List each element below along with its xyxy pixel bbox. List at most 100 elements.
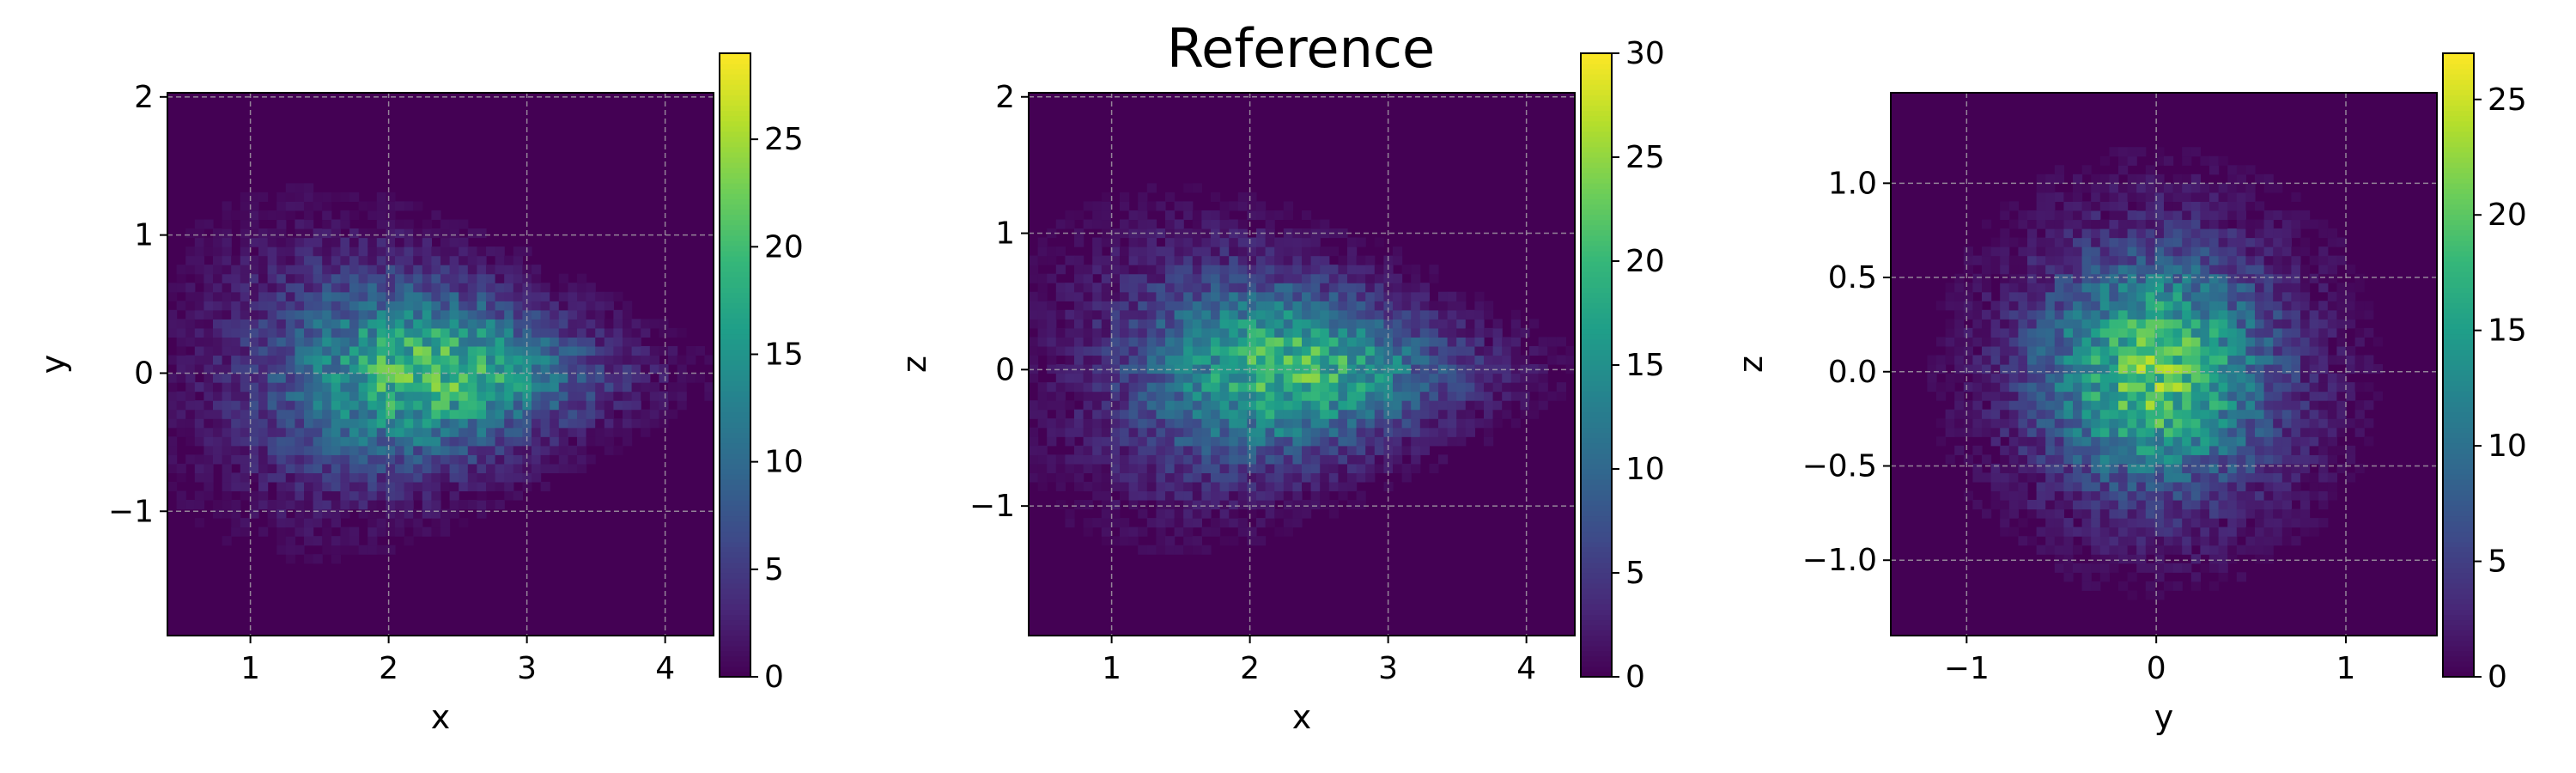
heatmap-cell bbox=[258, 247, 269, 257]
x-tick-label: 2 bbox=[379, 651, 398, 686]
colorbar-segment bbox=[720, 531, 750, 538]
heatmap-cell bbox=[604, 355, 614, 365]
heatmap-cell bbox=[1510, 309, 1521, 320]
heatmap-cell bbox=[459, 418, 469, 429]
heatmap-cell bbox=[1174, 545, 1184, 555]
heatmap-cell bbox=[1229, 536, 1239, 546]
heatmap-cell bbox=[295, 463, 305, 473]
heatmap-cell bbox=[1256, 345, 1267, 356]
heatmap-cell bbox=[440, 265, 451, 275]
heatmap-cell bbox=[486, 391, 496, 401]
heatmap-cell bbox=[2164, 355, 2174, 365]
heatmap-cell bbox=[2081, 291, 2092, 301]
heatmap-cell bbox=[459, 345, 469, 356]
heatmap-cell bbox=[1101, 490, 1111, 501]
heatmap-cell bbox=[1328, 327, 1339, 338]
heatmap-cell bbox=[1538, 382, 1548, 393]
heatmap-cell bbox=[449, 255, 459, 265]
heatmap-cell bbox=[2036, 247, 2046, 257]
heatmap-cell bbox=[2036, 427, 2046, 437]
heatmap-cell bbox=[240, 237, 250, 247]
heatmap-cell bbox=[2164, 301, 2174, 311]
heatmap-cell bbox=[1429, 463, 1439, 473]
heatmap-cell bbox=[2045, 319, 2056, 329]
heatmap-cell bbox=[1256, 436, 1267, 447]
heatmap-cell bbox=[1447, 391, 1457, 401]
heatmap-cell bbox=[604, 337, 614, 347]
heatmap-cell bbox=[2227, 418, 2238, 429]
heatmap-cell bbox=[1201, 301, 1212, 311]
heatmap-cell bbox=[1365, 418, 1376, 429]
heatmap-cell bbox=[2036, 445, 2046, 455]
heatmap-cell bbox=[550, 382, 560, 393]
heatmap-cell bbox=[2209, 355, 2220, 365]
colorbar-segment bbox=[1581, 302, 1612, 309]
colorbar-segment bbox=[1581, 74, 1612, 80]
heatmap-cell bbox=[1292, 445, 1303, 455]
heatmap-cell bbox=[1192, 291, 1202, 301]
heatmap-cell bbox=[267, 463, 277, 473]
heatmap-cell bbox=[258, 526, 269, 537]
heatmap-cell bbox=[1547, 345, 1558, 356]
heatmap-cell bbox=[1174, 500, 1184, 510]
heatmap-cell bbox=[304, 355, 314, 365]
heatmap-cell bbox=[1954, 400, 1965, 411]
heatmap-cell bbox=[1138, 355, 1148, 365]
heatmap-cell bbox=[1338, 481, 1348, 492]
heatmap-cell bbox=[258, 337, 269, 347]
heatmap-cell bbox=[276, 454, 287, 465]
heatmap-cell bbox=[1945, 291, 1955, 301]
heatmap-cell bbox=[550, 454, 560, 465]
heatmap-cell bbox=[2145, 427, 2155, 437]
heatmap-cell bbox=[1110, 382, 1121, 393]
heatmap-cell bbox=[2172, 427, 2183, 437]
heatmap-cell bbox=[2245, 382, 2256, 393]
heatmap-cell bbox=[2154, 545, 2165, 555]
heatmap-cell bbox=[2081, 228, 2092, 239]
heatmap-cell bbox=[2118, 192, 2129, 202]
heatmap-cell bbox=[1538, 373, 1548, 383]
heatmap-cell bbox=[2209, 373, 2220, 383]
heatmap-cell bbox=[1101, 265, 1111, 275]
heatmap-cell bbox=[2273, 183, 2283, 193]
heatmap-cell bbox=[276, 382, 287, 393]
heatmap-cell bbox=[386, 210, 396, 221]
heatmap-cell bbox=[1237, 309, 1248, 320]
heatmap-cell bbox=[1201, 500, 1212, 510]
heatmap-cell bbox=[1165, 427, 1176, 437]
heatmap-cell bbox=[1256, 355, 1267, 365]
heatmap-cell bbox=[1492, 391, 1503, 401]
heatmap-cell bbox=[467, 391, 477, 401]
heatmap-cell bbox=[1156, 265, 1166, 275]
heatmap-cell bbox=[659, 364, 669, 374]
heatmap-cell bbox=[1972, 355, 1983, 365]
heatmap-cell bbox=[604, 301, 614, 311]
heatmap-cell bbox=[513, 445, 523, 455]
heatmap-cell bbox=[1128, 247, 1139, 257]
heatmap-cell bbox=[440, 463, 451, 473]
heatmap-cell bbox=[386, 364, 396, 374]
heatmap-cell bbox=[1492, 327, 1503, 338]
heatmap-cell bbox=[358, 201, 368, 211]
heatmap-cell bbox=[1465, 373, 1475, 383]
heatmap-cell bbox=[313, 382, 323, 393]
heatmap-cell bbox=[1174, 518, 1184, 528]
heatmap-cell bbox=[2245, 545, 2256, 555]
heatmap-cell bbox=[322, 400, 332, 411]
heatmap-cell bbox=[1065, 355, 1075, 365]
heatmap-cell bbox=[1274, 319, 1285, 329]
heatmap-cell bbox=[568, 283, 578, 293]
heatmap-cell bbox=[1502, 391, 1512, 401]
heatmap-cell bbox=[1247, 192, 1257, 202]
heatmap-cell bbox=[322, 500, 332, 510]
heatmap-cell bbox=[449, 400, 459, 411]
heatmap-cell bbox=[1328, 463, 1339, 473]
heatmap-cell bbox=[613, 445, 623, 455]
heatmap-cell bbox=[2008, 418, 2019, 429]
heatmap-cell bbox=[1092, 255, 1103, 265]
heatmap-cell bbox=[2145, 563, 2155, 573]
heatmap-cell bbox=[185, 373, 196, 383]
heatmap-cell bbox=[1083, 427, 1093, 437]
heatmap-cell bbox=[1165, 247, 1176, 257]
heatmap-cell bbox=[1338, 382, 1348, 393]
